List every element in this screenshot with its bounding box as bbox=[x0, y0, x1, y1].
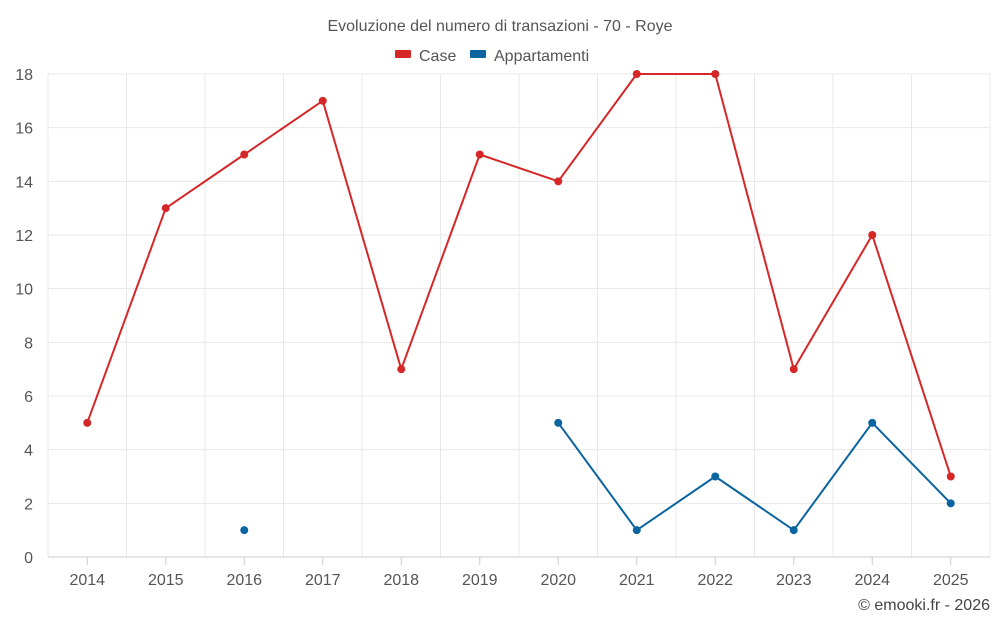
y-tick-label: 10 bbox=[15, 282, 33, 299]
legend-label-case: Case bbox=[419, 48, 456, 65]
y-tick-label: 16 bbox=[15, 121, 33, 138]
data-point-case[interactable] bbox=[240, 150, 249, 159]
data-point-appartamenti[interactable] bbox=[868, 418, 877, 427]
legend-swatch-appartamenti bbox=[470, 50, 486, 58]
x-tick-label: 2024 bbox=[854, 572, 890, 589]
data-point-case[interactable] bbox=[632, 70, 641, 78]
credit-text: © emooki.fr - 2026 bbox=[858, 597, 990, 614]
data-point-case[interactable] bbox=[83, 418, 92, 427]
series-case bbox=[83, 70, 955, 481]
grid bbox=[47, 73, 991, 558]
x-tick-label: 2017 bbox=[305, 572, 341, 589]
data-point-appartamenti[interactable] bbox=[240, 526, 249, 535]
chart-title: Evoluzione del numero di transazioni - 7… bbox=[327, 18, 672, 35]
y-tick-label: 8 bbox=[24, 335, 33, 352]
data-point-case[interactable] bbox=[475, 150, 484, 159]
data-point-appartamenti[interactable] bbox=[632, 526, 641, 535]
legend-item-case[interactable]: Case bbox=[395, 48, 456, 65]
data-point-case[interactable] bbox=[868, 231, 877, 239]
legend: Case Appartamenti bbox=[395, 48, 589, 65]
data-point-case[interactable] bbox=[946, 472, 955, 481]
y-tick-label: 4 bbox=[24, 443, 33, 460]
series-group bbox=[83, 70, 955, 535]
data-point-case[interactable] bbox=[554, 177, 563, 186]
legend-item-appartamenti[interactable]: Appartamenti bbox=[470, 48, 589, 65]
data-point-appartamenti[interactable] bbox=[554, 418, 563, 427]
x-tick-label: 2022 bbox=[697, 572, 733, 589]
legend-swatch-case bbox=[395, 50, 411, 58]
y-tick-label: 14 bbox=[15, 174, 33, 191]
series-appartamenti bbox=[240, 418, 955, 535]
y-tick-label: 0 bbox=[24, 550, 33, 567]
y-tick-label: 18 bbox=[15, 67, 33, 84]
x-tick-label: 2021 bbox=[619, 572, 655, 589]
x-tick-label: 2023 bbox=[776, 572, 812, 589]
x-tick-label: 2015 bbox=[148, 572, 184, 589]
data-point-case[interactable] bbox=[711, 70, 720, 78]
series-line-appartamenti bbox=[557, 421, 952, 532]
x-tick-label: 2025 bbox=[933, 572, 969, 589]
x-tick-label: 2019 bbox=[462, 572, 498, 589]
data-point-appartamenti[interactable] bbox=[789, 526, 798, 535]
data-point-case[interactable] bbox=[397, 365, 406, 374]
data-point-case[interactable] bbox=[789, 365, 798, 374]
data-point-case[interactable] bbox=[161, 204, 170, 213]
x-tick-label: 2016 bbox=[226, 572, 262, 589]
x-tick-label: 2020 bbox=[540, 572, 576, 589]
x-axis: 2014 2015 2016 2017 2018 2019 2020 2021 2022 2023… bbox=[48, 556, 990, 589]
series-line-case bbox=[86, 73, 952, 477]
y-axis: 0 2 4 6 8 10 12 14 16 18 bbox=[15, 67, 33, 567]
y-tick-label: 6 bbox=[24, 389, 33, 406]
legend-label-appartamenti: Appartamenti bbox=[494, 48, 589, 65]
x-tick-label: 2018 bbox=[383, 572, 419, 589]
data-point-case[interactable] bbox=[318, 96, 327, 105]
data-point-appartamenti[interactable] bbox=[711, 472, 720, 481]
data-point-appartamenti[interactable] bbox=[946, 499, 955, 508]
x-tick-label: 2014 bbox=[69, 572, 105, 589]
y-tick-label: 2 bbox=[24, 496, 33, 513]
y-tick-label: 12 bbox=[15, 228, 33, 245]
